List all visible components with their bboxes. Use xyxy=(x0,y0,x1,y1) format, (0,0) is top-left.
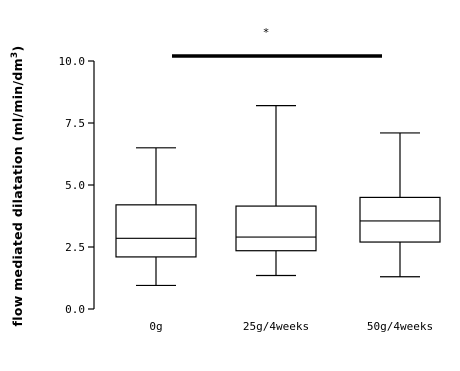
box-2 xyxy=(235,105,317,277)
x-tick-label: 50g/4weeks xyxy=(367,320,433,333)
iqr-box xyxy=(359,196,441,243)
box-3 xyxy=(359,132,441,278)
y-axis-title-superscript: 3 xyxy=(10,52,20,59)
x-tick-label: 25g/4weeks xyxy=(243,320,309,333)
y-axis-ticks: 0.0 2.5 5.0 7.5 10.0 xyxy=(59,55,94,316)
y-axis-title-main: flow mediated dilatation (ml/min/dm xyxy=(10,58,25,326)
y-axis-title: flow mediated dilatation (ml/min/dm3) xyxy=(10,45,25,326)
box-1 xyxy=(115,147,197,287)
iqr-box xyxy=(235,205,317,252)
x-tick-label: 0g xyxy=(149,320,162,333)
y-tick-label: 5.0 xyxy=(65,179,85,192)
y-axis-title-end: ) xyxy=(10,45,25,51)
y-tick-label: 2.5 xyxy=(65,241,85,254)
boxes-group xyxy=(115,105,441,287)
significance-star: * xyxy=(263,26,270,39)
significance-annotation: * xyxy=(172,26,382,58)
y-tick-label: 10.0 xyxy=(59,55,86,68)
iqr-box xyxy=(115,204,197,258)
x-axis-labels: 0g 25g/4weeks 50g/4weeks xyxy=(149,320,433,333)
y-tick-label: 7.5 xyxy=(65,117,85,130)
svg-text:flow mediated dilatation (ml/m: flow mediated dilatation (ml/min/dm3) xyxy=(10,45,25,326)
y-tick-label: 0.0 xyxy=(65,303,85,316)
